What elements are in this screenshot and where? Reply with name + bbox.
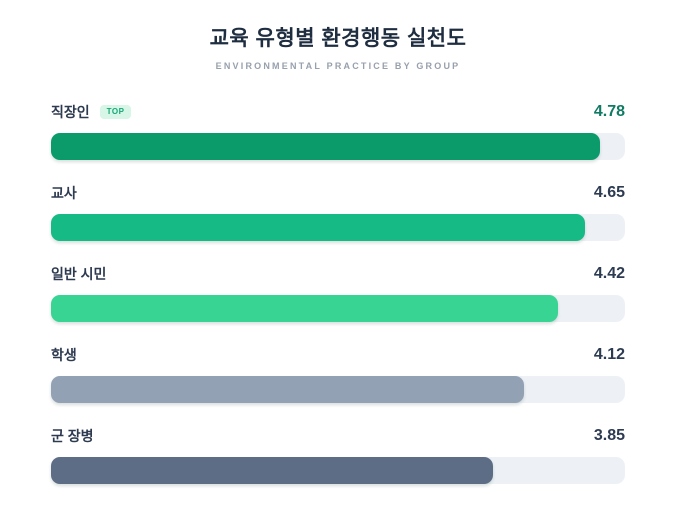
- chart-header: 교육 유형별 환경행동 실천도 ENVIRONMENTAL PRACTICE B…: [51, 22, 625, 71]
- bar-track: [51, 295, 625, 322]
- category-label: 학생: [51, 347, 77, 363]
- chart-row-gyosa: 교사 4.65: [51, 183, 625, 241]
- bar-track: [51, 214, 625, 241]
- value-label: 4.78: [593, 103, 625, 120]
- bar-fill: [51, 457, 493, 484]
- row-head: 교사 4.65: [51, 183, 625, 203]
- bar-fill: [51, 133, 600, 160]
- top-badge: TOP: [99, 105, 132, 119]
- row-head: 학생 4.12: [51, 345, 625, 365]
- chart-row-jikjangin: 직장인 TOP 4.78: [51, 102, 625, 160]
- category-label: 군 장병: [51, 428, 94, 444]
- category-label: 직장인: [51, 104, 90, 120]
- category-label: 일반 시민: [51, 266, 107, 282]
- chart-row-ilban-simin: 일반 시민 4.42: [51, 264, 625, 322]
- chart-row-gun-jangbyeong: 군 장병 3.85: [51, 426, 625, 484]
- row-head: 군 장병 3.85: [51, 426, 625, 446]
- value-label: 4.12: [593, 346, 625, 363]
- chart-subtitle: ENVIRONMENTAL PRACTICE BY GROUP: [215, 61, 461, 71]
- value-label: 4.65: [593, 184, 625, 201]
- bar-fill: [51, 376, 524, 403]
- bar-track: [51, 457, 625, 484]
- category-label: 교사: [51, 185, 77, 201]
- value-label: 4.42: [593, 265, 625, 282]
- bar-track: [51, 376, 625, 403]
- bar-fill: [51, 295, 559, 322]
- bar-track: [51, 133, 625, 160]
- bar-rows: 직장인 TOP 4.78 교사 4.65 일반 시민 4.42: [51, 102, 625, 484]
- chart-title: 교육 유형별 환경행동 실천도: [209, 27, 467, 50]
- bar-fill: [51, 214, 585, 241]
- row-head: 일반 시민 4.42: [51, 264, 625, 284]
- row-head: 직장인 TOP 4.78: [51, 102, 625, 122]
- value-label: 3.85: [593, 427, 625, 444]
- chart-row-haksaeng: 학생 4.12: [51, 345, 625, 403]
